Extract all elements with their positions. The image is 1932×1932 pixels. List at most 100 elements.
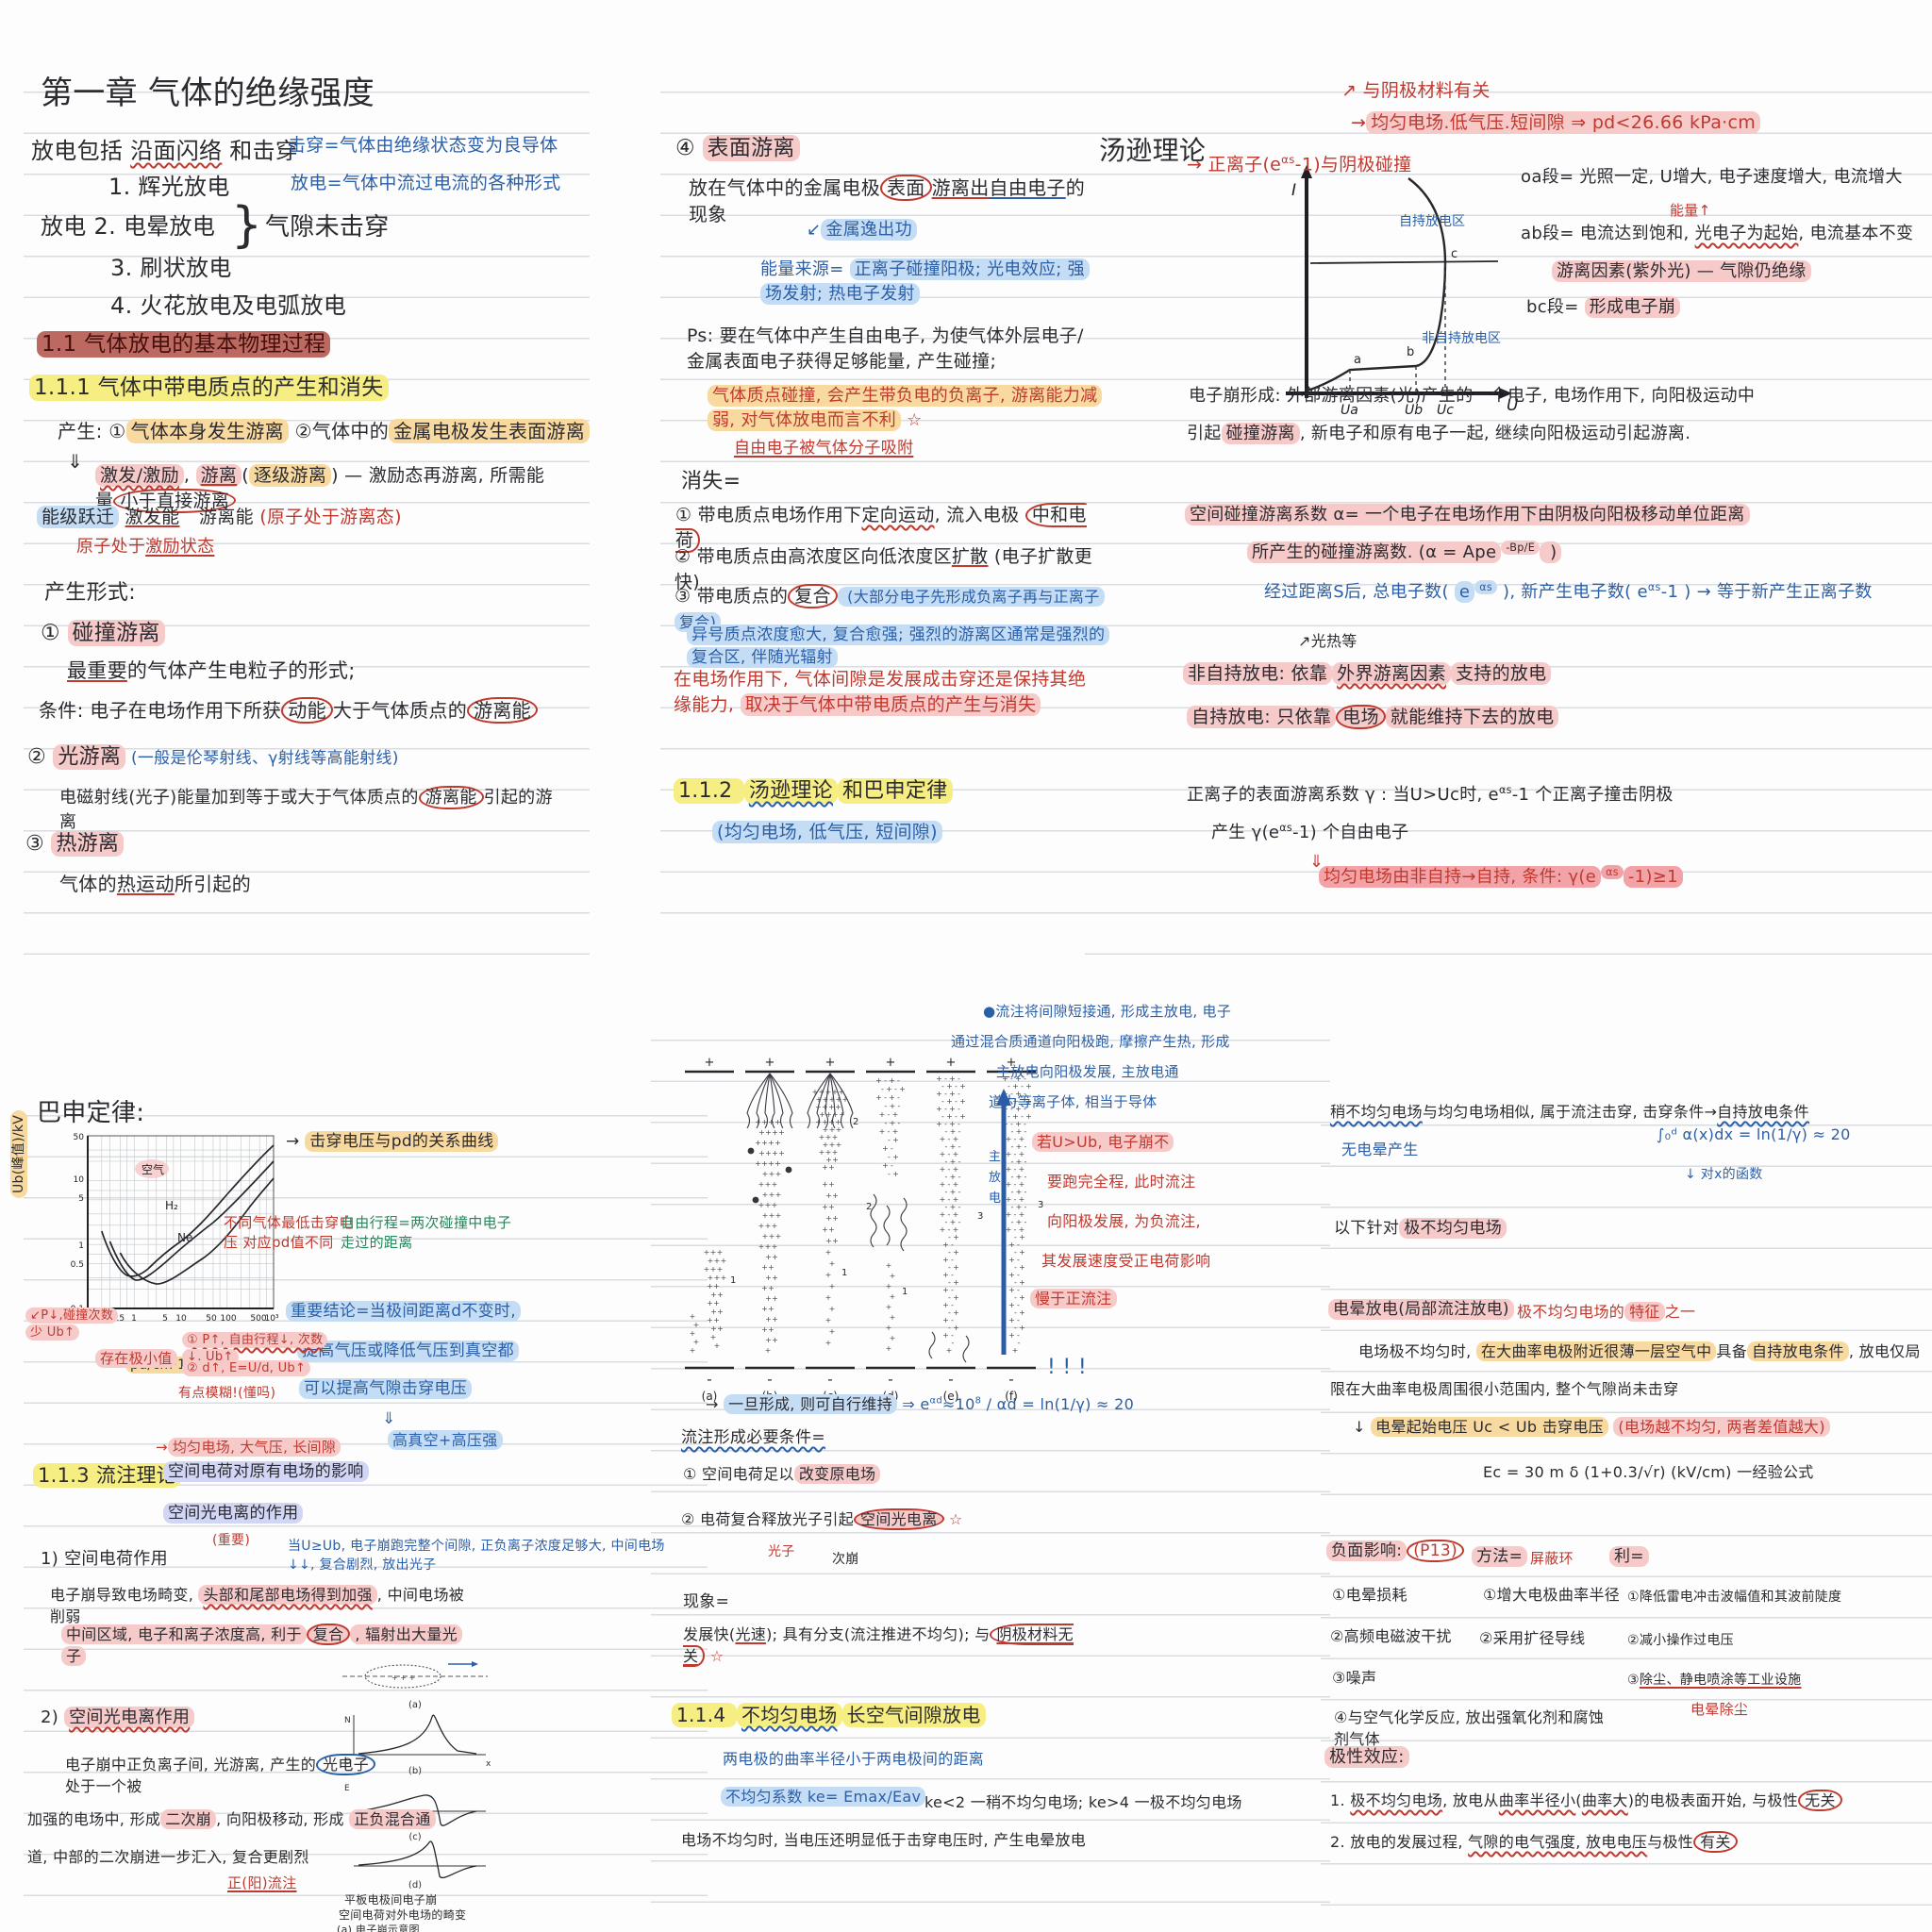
text-span: 1.1.3 流注理论 <box>33 1463 182 1488</box>
figure-glyph: + <box>765 1128 772 1137</box>
text-span: 空间碰撞游离系数 α= 一个电子在电场作用下由阴极向阳极移动单位距离 <box>1185 504 1750 525</box>
note-line: ●流注将间隙短接通, 形成主放电, 电子 <box>983 1002 1231 1022</box>
note-line: 电子崩形成: 外部游离因素(光)产生的一个电子, 电场作用下, 向阳极运动中 <box>1189 384 1932 408</box>
text-span: 阴极材料无关 <box>683 1624 1074 1667</box>
text-span: 正离子的表面游离系数 γ : 当U>Uc时, e <box>1187 785 1499 805</box>
figure-glyph: - <box>1008 1082 1010 1091</box>
figure-glyph: - <box>958 1188 961 1196</box>
text-span: → 正离子(e <box>1187 154 1282 175</box>
figure-glyph: + <box>690 1346 696 1355</box>
text-span: 汤逊理论 <box>743 778 838 804</box>
note-line: 自持放电: 只依靠 电场 就能维持下去的放电 <box>1187 705 1559 730</box>
figure-glyph: - <box>1024 1120 1026 1128</box>
text-span: -1 个正离子撞击阴极 <box>1511 785 1674 805</box>
figure-glyph: + <box>886 1085 892 1093</box>
text-span: Ub(峰值)/kV <box>10 1109 27 1198</box>
text-span: 曲率半径小 <box>1498 1791 1576 1809</box>
figure-glyph: - <box>1014 1210 1017 1219</box>
text-span: 最重要 <box>67 659 127 682</box>
figure-glyph: + <box>828 1225 835 1234</box>
text-span: 和巴申定律 <box>837 778 953 804</box>
figure-glyph: - <box>1014 1195 1017 1204</box>
note-line: ⇓ <box>382 1407 396 1430</box>
figure-glyph: + <box>1015 1090 1022 1098</box>
figure-glyph: + <box>946 1082 953 1091</box>
figure-glyph: + <box>953 1233 959 1241</box>
figure-glyph: - <box>897 1093 900 1102</box>
figure-glyph: - <box>941 1082 944 1091</box>
note-line: 异号质点浓度愈大, 复合愈强; 强烈的游离区通常是强烈的复合区, 伴随光辐射 <box>687 624 1110 669</box>
text-span: 电场 <box>1336 705 1386 729</box>
figure-glyph: + <box>1006 1165 1012 1174</box>
note-line: 屏蔽环 <box>1530 1549 1574 1569</box>
text-span: (重要) <box>212 1533 251 1548</box>
note-line: 气体质点碰撞, 会产生带负电的负离子, 游离能力减弱, 对气体放电而言不利 ☆ <box>708 384 1104 432</box>
text-span: ↓ <box>1353 1418 1372 1436</box>
note-line: ② 带电质点由高浓度区向低浓度区扩散 (电子扩散更快) <box>675 544 1099 595</box>
note-line: oa段= 光照一定, U增大, 电子速度增大, 电流增大 <box>1521 165 1926 190</box>
figure-glyph: + <box>828 1118 835 1126</box>
figure-glyph: - <box>1014 1150 1017 1158</box>
figure-glyph: + <box>772 1253 778 1261</box>
figure-glyph: - <box>951 1241 954 1249</box>
note-line: 当U≥Ub, 电子崩跑完整个间隙, 正负离子浓度足够大, 中间电场↓↓, 复合剧… <box>288 1538 684 1575</box>
figure-glyph: + <box>940 1165 946 1174</box>
figure-glyph: + <box>829 1305 836 1313</box>
text-span: 大于气体质点的 <box>332 699 468 722</box>
text-span: -1 ) → 等于新产生正离子数 <box>1660 582 1873 602</box>
svg-text:0.5: 0.5 <box>111 1314 125 1324</box>
note-line: 放电包括 沿面闪络 和击穿 <box>31 135 298 167</box>
text-span: 当U≥Ub, 电子崩跑完整个间隙, 正负离子浓度足够大, 中间电场↓↓, 复合剧… <box>288 1539 665 1573</box>
text-span: 均匀电场, 大气压, 长间隙 <box>167 1438 341 1457</box>
figure-glyph: - <box>897 1076 900 1085</box>
note-line: 1.1.3 流注理论 <box>33 1462 182 1491</box>
figure-glyph: - <box>1010 1105 1013 1113</box>
figure-glyph: - <box>944 1105 947 1113</box>
figure-glyph: - <box>958 1173 961 1181</box>
figure-glyph: - <box>1024 1158 1027 1166</box>
figure-glyph: - <box>1010 1074 1013 1083</box>
figure-glyph: + <box>772 1128 778 1137</box>
text-span: 3. 刷状放电 <box>110 255 232 281</box>
note-line: 慢于正流注 <box>1030 1289 1117 1310</box>
figure-glyph: - <box>1017 1256 1020 1264</box>
figure-glyph: + <box>693 1338 700 1346</box>
note-line: 正离子的表面游离系数 γ : 当U>Uc时, eαs-1 个正离子撞击阴极 <box>1187 783 1923 808</box>
note-line: 均匀电场由非自持→自持, 条件: γ(e αs -1)≥1 <box>1319 865 1932 890</box>
figure-glyph: 3 <box>977 1211 983 1222</box>
figure-glyph: - <box>1017 1271 1020 1279</box>
text-span: ☆ <box>705 1646 724 1665</box>
text-span: αs <box>1647 581 1661 593</box>
text-span: 放在气体中的金属电极 <box>689 176 880 199</box>
figure-glyph: + <box>768 1139 774 1147</box>
figure-glyph: + <box>1019 1324 1025 1332</box>
note-line: 正(阳)流注 <box>227 1874 297 1893</box>
note-line: 可以提高气隙击穿电压 <box>299 1377 472 1400</box>
figure-glyph: + <box>936 1105 942 1113</box>
note-line: ②采用扩径导线 <box>1479 1628 1585 1650</box>
figure-glyph: - <box>1008 1112 1010 1121</box>
text-span: 慢于正流注 <box>1030 1289 1117 1308</box>
townsend-point-b: b <box>1407 345 1414 359</box>
figure-glyph: - <box>951 1271 954 1279</box>
figure-glyph: + <box>1016 1142 1023 1151</box>
text-span: ③ 带电质点的 <box>675 586 789 607</box>
note-line: 要跑完全程, 此时流注 <box>1047 1172 1195 1193</box>
figure-glyph: + <box>836 1125 842 1134</box>
figure-glyph: + <box>950 1158 957 1166</box>
figure-glyph: + <box>690 1329 696 1338</box>
figure-glyph: - <box>1014 1263 1017 1272</box>
note-line: 第一章 气体的绝缘强度 <box>41 71 375 116</box>
text-span: 热游离 <box>51 831 125 857</box>
figure-glyph: + <box>1012 1112 1019 1121</box>
note-line: 主放电向阳极发展, 主放电通 <box>996 1062 1179 1082</box>
figure-glyph: - <box>948 1278 951 1287</box>
figure-glyph: - <box>951 1256 954 1264</box>
figure-glyph: + <box>714 1341 721 1350</box>
figure-glyph: + <box>778 1149 785 1158</box>
figure-glyph: + <box>892 1110 899 1119</box>
text-span: ④与空气化学反应, 放出强氧化剂和腐蚀剂气体 <box>1334 1708 1605 1748</box>
figure-glyph: + <box>769 1191 775 1199</box>
text-span: ( <box>1575 1791 1582 1809</box>
note-line: bc段= 形成电子崩 <box>1526 295 1681 320</box>
